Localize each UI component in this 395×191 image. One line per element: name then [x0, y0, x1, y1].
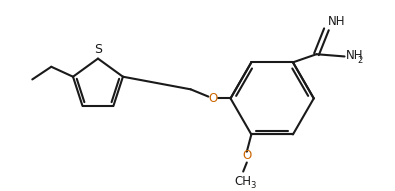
Text: O: O — [209, 92, 218, 105]
Text: O: O — [242, 149, 252, 162]
Text: 2: 2 — [357, 56, 363, 65]
Text: CH: CH — [235, 175, 252, 188]
Text: S: S — [94, 43, 102, 56]
Text: NH: NH — [346, 49, 363, 62]
Text: 3: 3 — [251, 181, 256, 190]
Text: NH: NH — [328, 15, 345, 28]
